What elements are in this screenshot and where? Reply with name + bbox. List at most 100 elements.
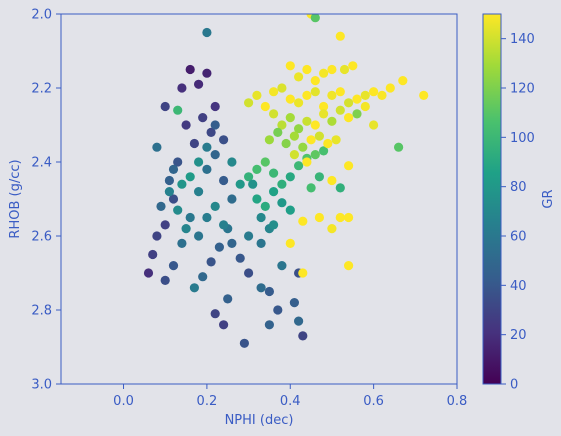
scatter-point [210, 101, 220, 112]
scatter-point [264, 135, 274, 145]
x-tick-label: 0.4 [280, 394, 301, 409]
scatter-point [352, 109, 362, 119]
scatter-point [385, 83, 395, 93]
scatter-point [260, 201, 270, 211]
scatter-point [369, 120, 379, 130]
scatter-point [143, 268, 154, 278]
scatter-point [194, 231, 204, 241]
scatter-point [277, 83, 287, 93]
y-tick-label: 2.6 [31, 230, 52, 245]
scatter-point [294, 316, 304, 326]
scatter-point [194, 187, 204, 197]
scatter-point [310, 150, 320, 160]
scatter-point [164, 187, 174, 197]
scatter-point [269, 109, 279, 119]
scatter-point [214, 242, 224, 252]
scatter-point [185, 172, 195, 182]
scatter-point [173, 205, 183, 215]
scatter-point [344, 212, 354, 223]
scatter-point [298, 268, 308, 278]
scatter-point [252, 194, 262, 204]
scatter-point [335, 105, 345, 115]
scatter-point [335, 212, 345, 223]
scatter-point [294, 72, 304, 82]
scatter-point [244, 268, 254, 278]
scatter-point [164, 175, 174, 186]
scatter-point [277, 179, 287, 189]
scatter-point [168, 164, 179, 174]
scatter-point [269, 87, 279, 97]
scatter-point [348, 61, 358, 71]
scatter-point [339, 64, 350, 75]
scatter-point [210, 201, 220, 211]
scatter-point [202, 212, 212, 223]
scatter-point [344, 161, 354, 171]
scatter-point [273, 127, 283, 137]
scatter-point [306, 183, 316, 193]
scatter-point [235, 179, 245, 189]
scatter-point [327, 64, 337, 75]
scatter-point [285, 205, 295, 215]
scatter-point [298, 331, 308, 341]
colorbar-frame [482, 13, 502, 385]
colorbar [483, 14, 501, 384]
scatter-point [302, 157, 312, 167]
scatter-point [394, 142, 404, 152]
scatter-point [256, 212, 266, 223]
scatter-point [277, 198, 287, 208]
scatter-point [189, 138, 199, 149]
scatter-point [260, 101, 270, 112]
scatter-point [294, 98, 304, 108]
scatter-point [369, 87, 379, 97]
scatter-point [227, 238, 237, 248]
scatter-point [319, 146, 329, 156]
scatter-point [202, 68, 212, 78]
scatter-point [256, 238, 266, 248]
scatter-point [168, 194, 179, 204]
scatter-point [327, 116, 337, 126]
scatter-point [314, 131, 324, 141]
scatter-point [294, 161, 304, 171]
scatter-point [185, 64, 195, 75]
scatter-point [219, 220, 229, 230]
scatter-point [202, 142, 212, 152]
colorbar-tick-label: 40 [510, 279, 527, 294]
scatter-point [269, 168, 279, 178]
scatter-point [189, 283, 199, 293]
scatter-point [181, 224, 191, 234]
colorbar-tick-label: 20 [510, 328, 527, 343]
scatter-point [219, 175, 229, 186]
scatter-point [227, 194, 237, 204]
scatter-point [264, 286, 274, 297]
scatter-point [310, 76, 320, 86]
scatter-point [202, 27, 212, 38]
scatter-point [160, 101, 170, 112]
scatter-point [244, 172, 254, 182]
scatter-point [227, 157, 237, 167]
scatter-point [194, 79, 204, 89]
scatter-point [319, 101, 329, 112]
scatter-point [148, 249, 158, 260]
scatter-point [319, 109, 329, 119]
scatter-point [202, 164, 212, 174]
scatter-point [277, 261, 287, 271]
scatter-point [173, 157, 183, 167]
scatter-point [239, 338, 249, 348]
x-tick-label: 0.2 [197, 394, 218, 409]
scatter-point [352, 94, 362, 104]
scatter-point [219, 320, 229, 330]
scatter-point [156, 201, 166, 211]
scatter-point [285, 113, 295, 123]
scatter-point [285, 61, 295, 71]
scatter-point [314, 172, 324, 182]
x-tick-label: 0.6 [363, 394, 384, 409]
scatter-point [310, 87, 320, 97]
scatter-point [198, 113, 208, 123]
scatter-point [298, 142, 308, 152]
x-tick-label: 0.0 [113, 394, 134, 409]
scatter-point [173, 105, 183, 115]
scatter-point [327, 175, 337, 186]
scatter-point [310, 120, 320, 130]
scatter-point [335, 87, 345, 97]
